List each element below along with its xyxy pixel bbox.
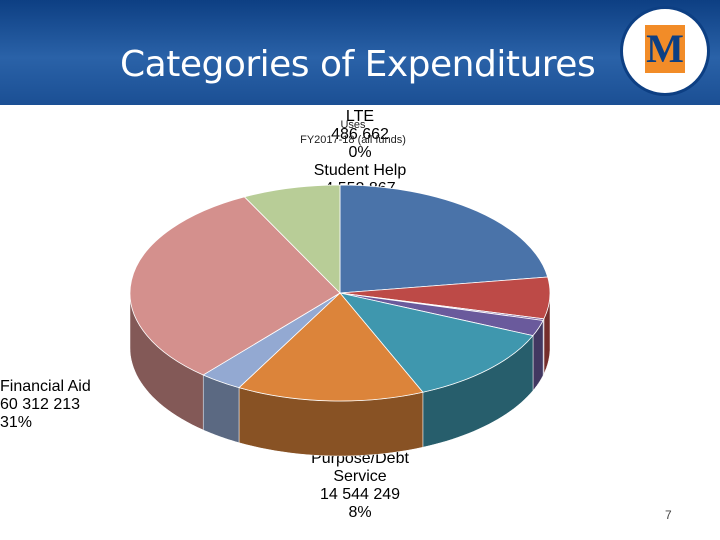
label-name: Student Help (313, 162, 407, 179)
label-value: 486 662 (331, 126, 389, 143)
label-percent: 0% (348, 144, 372, 161)
label-name: LTE (345, 108, 375, 125)
chart-title: Uses (340, 119, 366, 131)
label-percent: 8% (348, 504, 372, 521)
logo-letter: M (645, 25, 685, 73)
label-value: 60 312 213 (0, 396, 81, 413)
label-value: 14 544 249 (319, 486, 401, 503)
header-band (0, 0, 720, 105)
label-percent: 31% (0, 414, 33, 431)
page-number: 7 (665, 508, 672, 522)
chart-subtitle: FY2017-18 (all funds) (300, 134, 406, 146)
data-label: LTE 486 662 0% (0, 108, 720, 162)
slice (338, 292, 534, 393)
data-label: Financial Aid 60 312 213 31% (0, 378, 720, 432)
slice (238, 292, 424, 402)
slice (243, 184, 341, 294)
slide-title: Categories of Expenditures (120, 44, 596, 85)
slice (339, 184, 549, 294)
label-name: Financial Aid (0, 378, 91, 395)
logo: M (620, 6, 710, 96)
slice (129, 196, 341, 376)
